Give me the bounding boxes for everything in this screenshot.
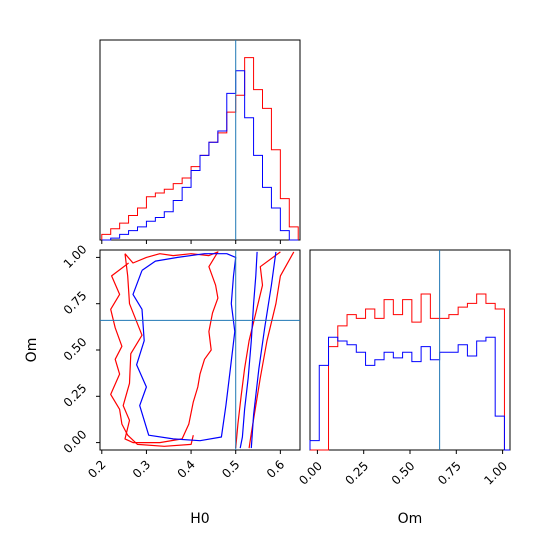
om-hist-series-blue (309, 336, 510, 451)
contour-red-level-1 (110, 262, 194, 447)
contour-red-level-0 (122, 251, 219, 444)
h0-histogram (101, 40, 299, 241)
x-axis-label-h0: H0 (190, 511, 209, 527)
contour-blue-level-0 (132, 253, 237, 442)
contour-blue-level-2 (250, 251, 277, 449)
om-histogram (309, 250, 510, 451)
joint-contours (100, 250, 300, 450)
joint-contour-group (110, 251, 295, 449)
h0-hist-series-blue (101, 70, 299, 241)
contour-red-level-2 (235, 251, 281, 449)
h0-histogram-panel (99, 39, 301, 241)
contour-blue-level-1 (239, 251, 258, 449)
x-axis-label-om: Om (398, 511, 423, 527)
om-hist-series-red (310, 293, 510, 451)
y-axis-label-om: Om (24, 338, 40, 363)
